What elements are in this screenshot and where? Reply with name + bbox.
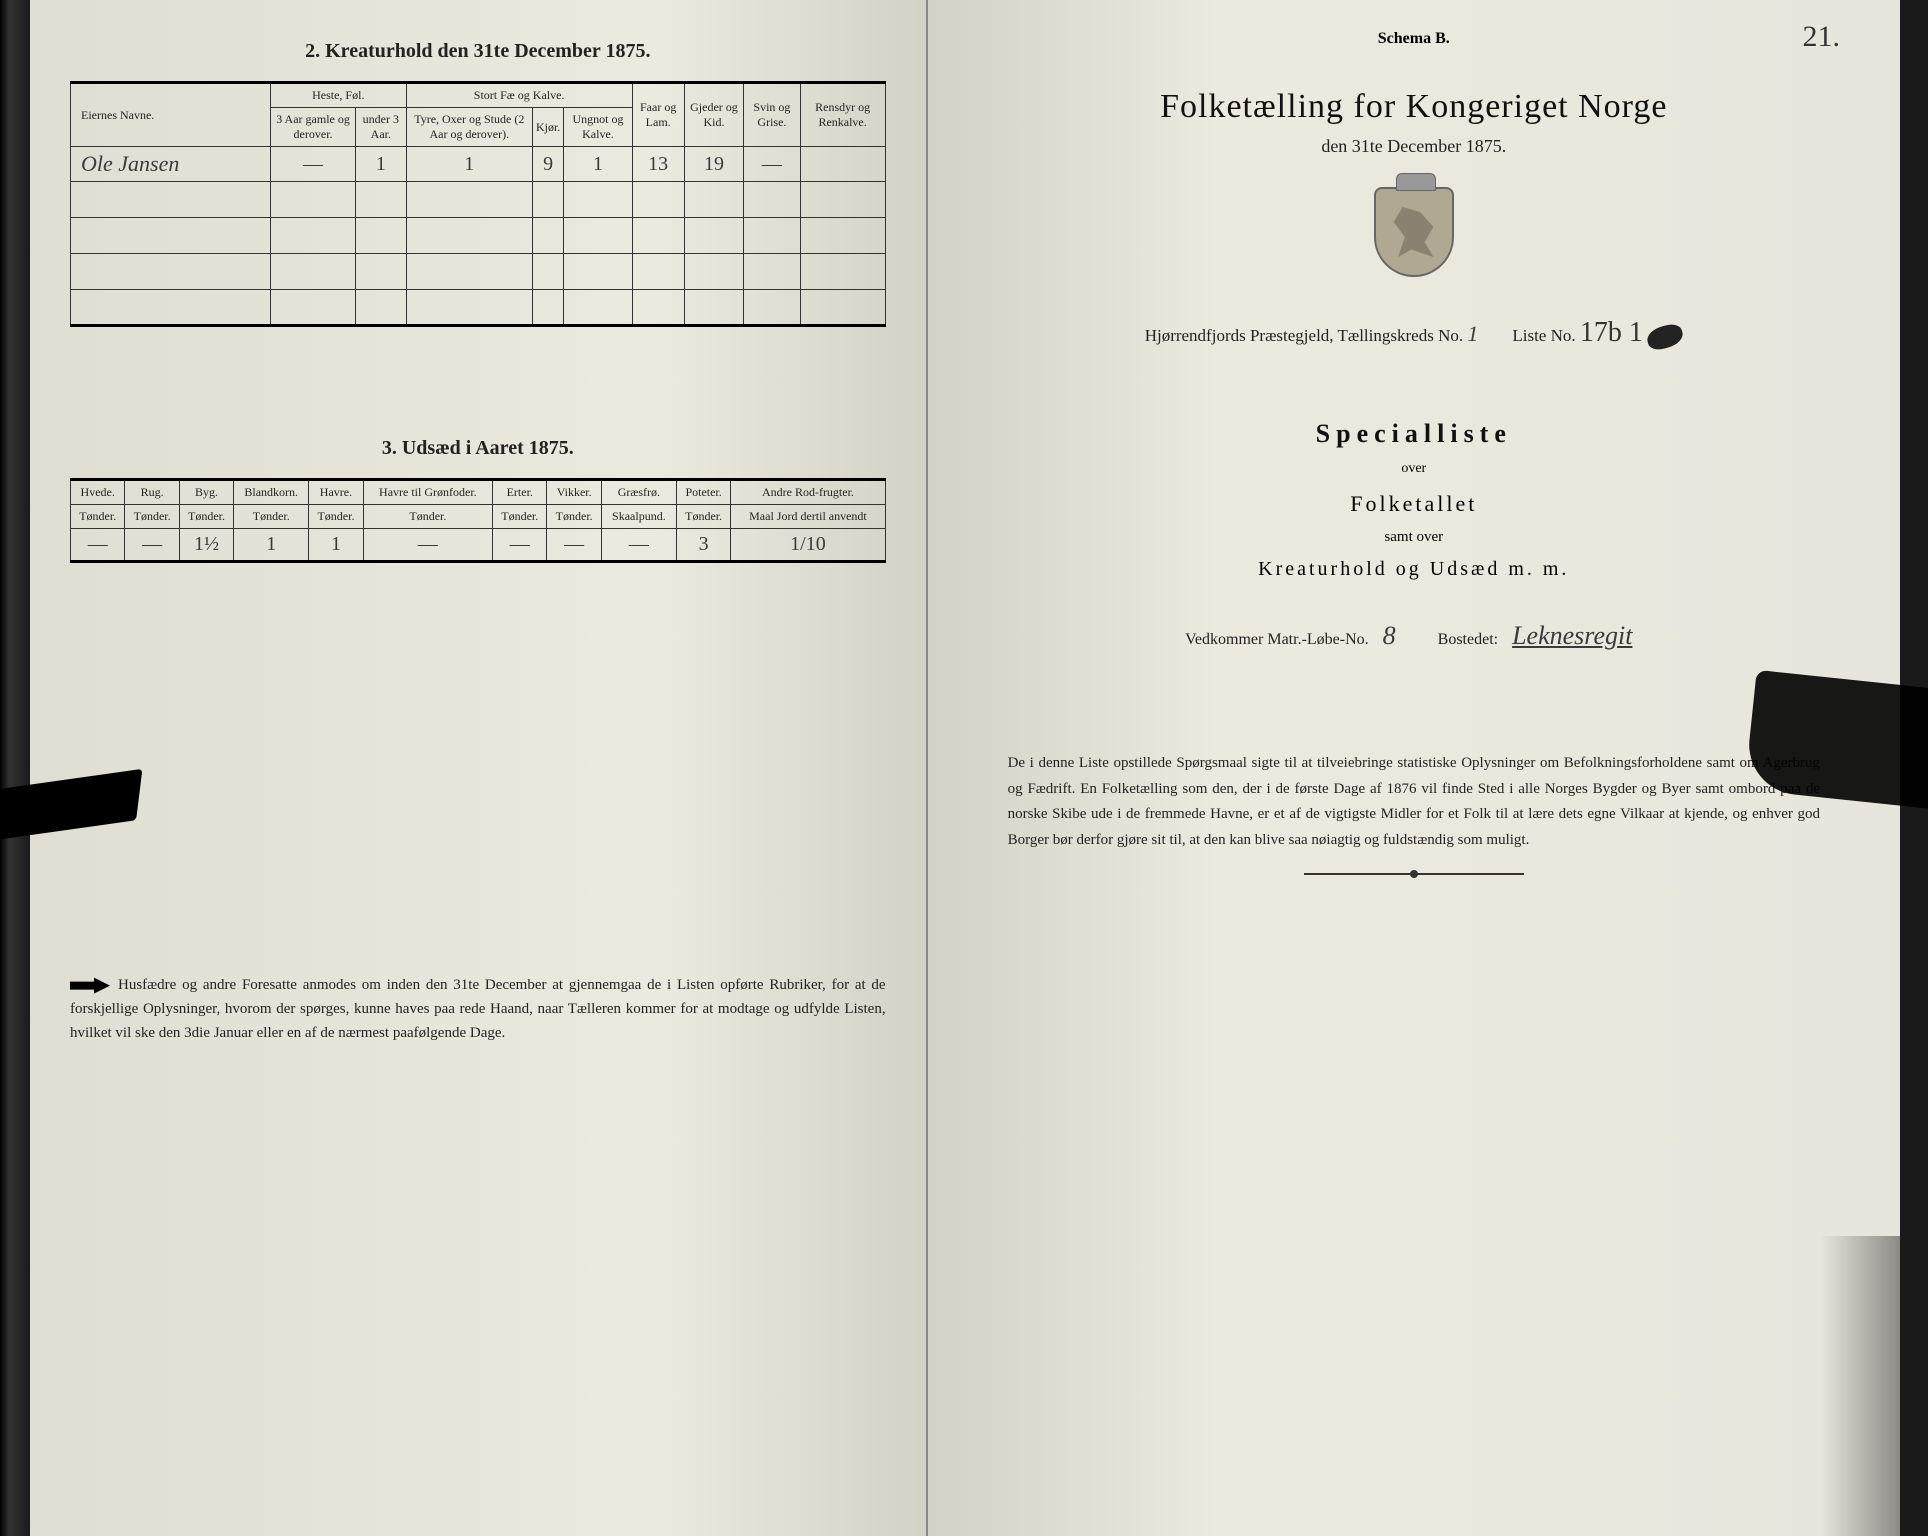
u-andre: Maal Jord dertil anvendt: [731, 505, 885, 529]
c-vikker: —: [547, 529, 601, 562]
c-havregr: —: [363, 529, 492, 562]
u-byg: Tønder.: [179, 505, 233, 529]
c-rug: —: [125, 529, 179, 562]
table-kreaturhold: Eiernes Navne. Heste, Føl. Stort Fæ og K…: [70, 81, 886, 327]
crown-icon: [1396, 173, 1436, 191]
matr-no: 8: [1383, 621, 1396, 650]
table-udsaed: Hvede. Rug. Byg. Blandkorn. Havre. Havre…: [70, 478, 886, 563]
district-prefix: Hjørrendfjords Præstegjeld, Tællingskred…: [1145, 326, 1463, 345]
kreatur-line: Kreaturhold og Udsæd m. m.: [968, 558, 1860, 581]
binding-edge: [0, 0, 30, 1536]
cell-gjeder: 19: [684, 147, 744, 182]
sub-fae1: Tyre, Oxer og Stude (2 Aar og derover).: [406, 108, 532, 147]
cell-rensdyr: [800, 147, 885, 182]
cell-fae1: 1: [406, 147, 532, 182]
c-bland: 1: [234, 529, 309, 562]
sub-heste1: 3 Aar gamle og derover.: [271, 108, 356, 147]
cell-heste1: —: [271, 147, 356, 182]
c-havre: 1: [309, 529, 363, 562]
grp-stortfae: Stort Fæ og Kalve.: [406, 83, 632, 108]
col-faar: Faar og Lam.: [632, 83, 684, 147]
cell-name: Ole Jansen: [71, 147, 271, 182]
table-row: [71, 218, 886, 254]
u-hvede: Tønder.: [71, 505, 125, 529]
u-havre: Tønder.: [309, 505, 363, 529]
table-row: [71, 290, 886, 326]
cell-fae2: 9: [532, 147, 563, 182]
u-vikker: Tønder.: [547, 505, 601, 529]
sub-fae3: Ungnot og Kalve.: [564, 108, 632, 147]
c-poteter: 3: [676, 529, 730, 562]
liste-label: Liste No.: [1512, 326, 1575, 345]
table-row: Ole Jansen — 1 1 9 1 13 19 —: [71, 147, 886, 182]
vedkommer-line: Vedkommer Matr.-Løbe-No. 8 Bostedet: Lek…: [968, 621, 1860, 651]
u-bland: Tønder.: [234, 505, 309, 529]
cell-heste2: 1: [356, 147, 406, 182]
u-rug: Tønder.: [125, 505, 179, 529]
h-havregr: Havre til Grønfoder.: [363, 480, 492, 505]
grp-heste: Heste, Føl.: [271, 83, 407, 108]
bostedet-value: Leknesregit: [1512, 621, 1632, 650]
lion-icon: [1394, 207, 1438, 257]
sub-date: den 31te December 1875.: [968, 136, 1860, 157]
c-byg: 1½: [179, 529, 233, 562]
page-shadow: [1820, 1236, 1900, 1536]
left-footnote: Husfædre og andre Foresatte anmodes om i…: [70, 973, 886, 1045]
section2-title: 2. Kreaturhold den 31te December 1875.: [70, 40, 886, 63]
liste-no: 17b 1: [1580, 317, 1643, 349]
divider-ornament-icon: [1304, 873, 1524, 875]
table-row: — — 1½ 1 1 — — — — 3 1/10: [71, 529, 886, 562]
cell-fae3: 1: [564, 147, 632, 182]
main-title: Folketælling for Kongeriget Norge: [968, 88, 1860, 126]
c-graes: —: [601, 529, 676, 562]
right-footnote: De i denne Liste opstillede Spørgsmaal s…: [1008, 751, 1820, 853]
right-page: 21. Schema B. Folketælling for Kongerige…: [928, 0, 1900, 1536]
h-poteter: Poteter.: [676, 480, 730, 505]
col-gjeder: Gjeder og Kid.: [684, 83, 744, 147]
table-row: [71, 254, 886, 290]
h-bland: Blandkorn.: [234, 480, 309, 505]
coat-of-arms-icon: [1369, 187, 1459, 297]
book-spread: 2. Kreaturhold den 31te December 1875. E…: [30, 0, 1900, 1536]
bostedet-label: Bostedet:: [1438, 631, 1498, 648]
c-andre: 1/10: [731, 529, 885, 562]
sub-heste2: under 3 Aar.: [356, 108, 406, 147]
h-graes: Græsfrø.: [601, 480, 676, 505]
table-row: [71, 182, 886, 218]
cell-faar: 13: [632, 147, 684, 182]
c-hvede: —: [71, 529, 125, 562]
h-havre: Havre.: [309, 480, 363, 505]
u-havregr: Tønder.: [363, 505, 492, 529]
samt-over-label: samt over: [968, 529, 1860, 546]
footnote-text: Husfædre og andre Foresatte anmodes om i…: [70, 977, 886, 1041]
pointing-hand-icon: [70, 976, 110, 996]
cell-svin: —: [744, 147, 800, 182]
sub-fae2: Kjør.: [532, 108, 563, 147]
h-byg: Byg.: [179, 480, 233, 505]
section3-title: 3. Udsæd i Aaret 1875.: [70, 437, 886, 460]
left-page: 2. Kreaturhold den 31te December 1875. E…: [30, 0, 928, 1536]
c-erter: —: [493, 529, 547, 562]
schema-label: Schema B.: [968, 30, 1860, 48]
specialliste-title: Specialliste: [968, 419, 1860, 449]
col-svin: Svin og Grise.: [744, 83, 800, 147]
u-poteter: Tønder.: [676, 505, 730, 529]
h-vikker: Vikker.: [547, 480, 601, 505]
ink-blot-icon: [1645, 322, 1685, 353]
page-number: 21.: [1802, 20, 1840, 54]
h-hvede: Hvede.: [71, 480, 125, 505]
district-no: 1: [1467, 321, 1478, 346]
u-graes: Skaalpund.: [601, 505, 676, 529]
col-eier: Eiernes Navne.: [71, 83, 271, 147]
h-erter: Erter.: [493, 480, 547, 505]
vedkommer-label: Vedkommer Matr.-Løbe-No.: [1185, 631, 1369, 648]
district-line: Hjørrendfjords Præstegjeld, Tællingskred…: [968, 317, 1860, 349]
folketallet-label: Folketallet: [968, 491, 1860, 517]
over-label: over: [968, 461, 1860, 477]
h-andre: Andre Rod-frugter.: [731, 480, 885, 505]
shield-icon: [1374, 187, 1454, 277]
h-rug: Rug.: [125, 480, 179, 505]
u-erter: Tønder.: [493, 505, 547, 529]
col-rensdyr: Rensdyr og Renkalve.: [800, 83, 885, 147]
